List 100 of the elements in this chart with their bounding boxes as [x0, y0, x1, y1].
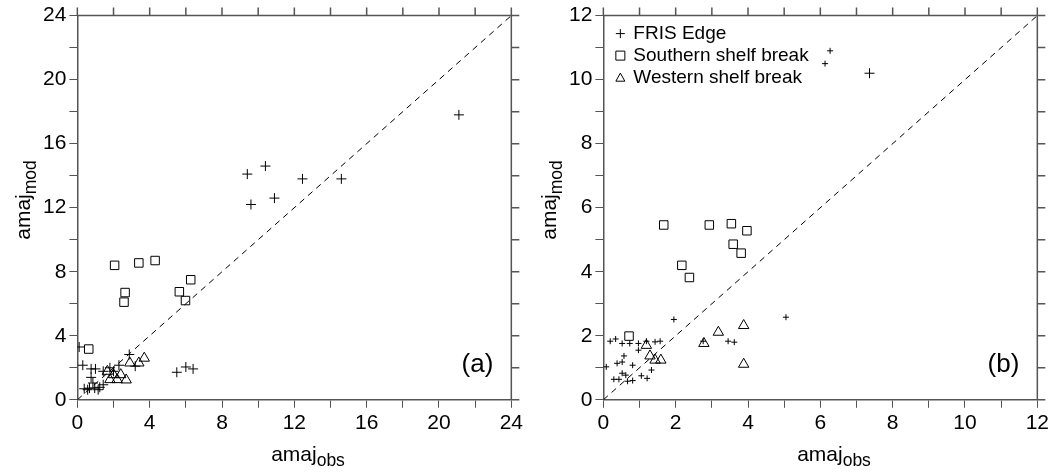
- y-tick-label: 12: [43, 194, 67, 218]
- point: [651, 338, 659, 346]
- point: [134, 258, 144, 268]
- point: [97, 365, 109, 377]
- point: [185, 275, 196, 285]
- point: [670, 315, 678, 323]
- point: [624, 377, 632, 385]
- point: [109, 260, 120, 271]
- y-tick-label: 10: [569, 66, 593, 90]
- y-tick-label: 2: [580, 322, 593, 346]
- point: [647, 366, 655, 374]
- x-tick-label: 10: [953, 410, 977, 434]
- y-tick-label: 4: [54, 322, 67, 346]
- point: [622, 371, 630, 379]
- y-tick-label: 8: [54, 258, 67, 282]
- point: [120, 373, 132, 384]
- y-tick-label: 24: [43, 2, 67, 26]
- point: [826, 47, 834, 55]
- point: [736, 248, 746, 258]
- point: [629, 377, 637, 385]
- point: [634, 346, 642, 354]
- y-tick-label: 16: [43, 130, 67, 154]
- point: [624, 331, 634, 341]
- y-tick-label: 12: [569, 2, 593, 26]
- point: [618, 369, 626, 377]
- point: [171, 366, 183, 378]
- point: [634, 339, 642, 347]
- point: [655, 353, 667, 364]
- x-tick-label: 0: [71, 410, 84, 434]
- point: [618, 339, 626, 347]
- point: [612, 335, 620, 343]
- point: [124, 356, 136, 367]
- point: [241, 168, 253, 180]
- point: [613, 359, 621, 367]
- point: [89, 363, 101, 375]
- point: [187, 363, 199, 375]
- x-tick-label: 4: [742, 410, 755, 434]
- x-tick-label: 12: [282, 410, 307, 434]
- point: [724, 337, 732, 345]
- point: [677, 260, 687, 271]
- legend-label: Western shelf break: [633, 65, 803, 87]
- point: [726, 218, 737, 229]
- point: [150, 255, 160, 266]
- point: [821, 60, 829, 68]
- point: [742, 226, 752, 236]
- point: [138, 351, 150, 362]
- x-tick-label: 8: [216, 410, 228, 434]
- point: [620, 352, 628, 360]
- point: [684, 272, 695, 283]
- point: [245, 199, 257, 210]
- point: [737, 319, 750, 330]
- point: [85, 371, 97, 383]
- y-tick-label: 6: [580, 194, 593, 218]
- point: [649, 353, 661, 364]
- point: [453, 109, 465, 121]
- point: [120, 287, 130, 298]
- point: [728, 239, 738, 249]
- y-tick-label: 0: [580, 386, 593, 410]
- point: [104, 373, 116, 384]
- point: [180, 295, 191, 306]
- point: [644, 349, 656, 360]
- legend-label: Southern shelf break: [633, 43, 810, 65]
- point: [268, 192, 280, 204]
- point: [174, 287, 185, 297]
- x-tick-label: 0: [597, 410, 610, 434]
- point: [603, 363, 610, 371]
- point: [704, 220, 715, 230]
- point: [335, 173, 347, 185]
- x-axis-title: amaj$_{obs}$: [796, 441, 872, 471]
- point: [730, 338, 738, 346]
- point: [659, 220, 669, 230]
- x-tick-label: 12: [1025, 410, 1049, 434]
- point: [296, 173, 308, 185]
- point: [629, 361, 637, 369]
- point: [737, 357, 750, 368]
- point: [84, 344, 94, 354]
- x-axis-title: amaj$_{obs}$: [270, 441, 346, 471]
- point: [259, 160, 271, 172]
- point: [656, 337, 664, 345]
- x-tick-label: 20: [427, 410, 451, 434]
- point: [606, 337, 614, 345]
- point: [782, 313, 790, 321]
- annotation: (a): [461, 347, 494, 378]
- y-tick-label: 20: [43, 66, 67, 90]
- x-tick-label: 2: [669, 410, 682, 434]
- point: [113, 359, 125, 371]
- point: [111, 373, 123, 384]
- point: [864, 67, 876, 79]
- x-tick-label: 24: [499, 410, 524, 434]
- x-tick-label: 6: [814, 410, 827, 434]
- point: [77, 359, 89, 371]
- point: [115, 368, 127, 379]
- x-tick-label: 8: [886, 410, 899, 434]
- legend-label: FRIS Edge: [633, 21, 727, 43]
- x-tick-label: 16: [354, 410, 379, 434]
- point: [640, 338, 653, 349]
- point: [180, 361, 192, 373]
- point: [615, 375, 623, 383]
- point: [119, 297, 129, 307]
- y-tick-label: 0: [54, 386, 67, 410]
